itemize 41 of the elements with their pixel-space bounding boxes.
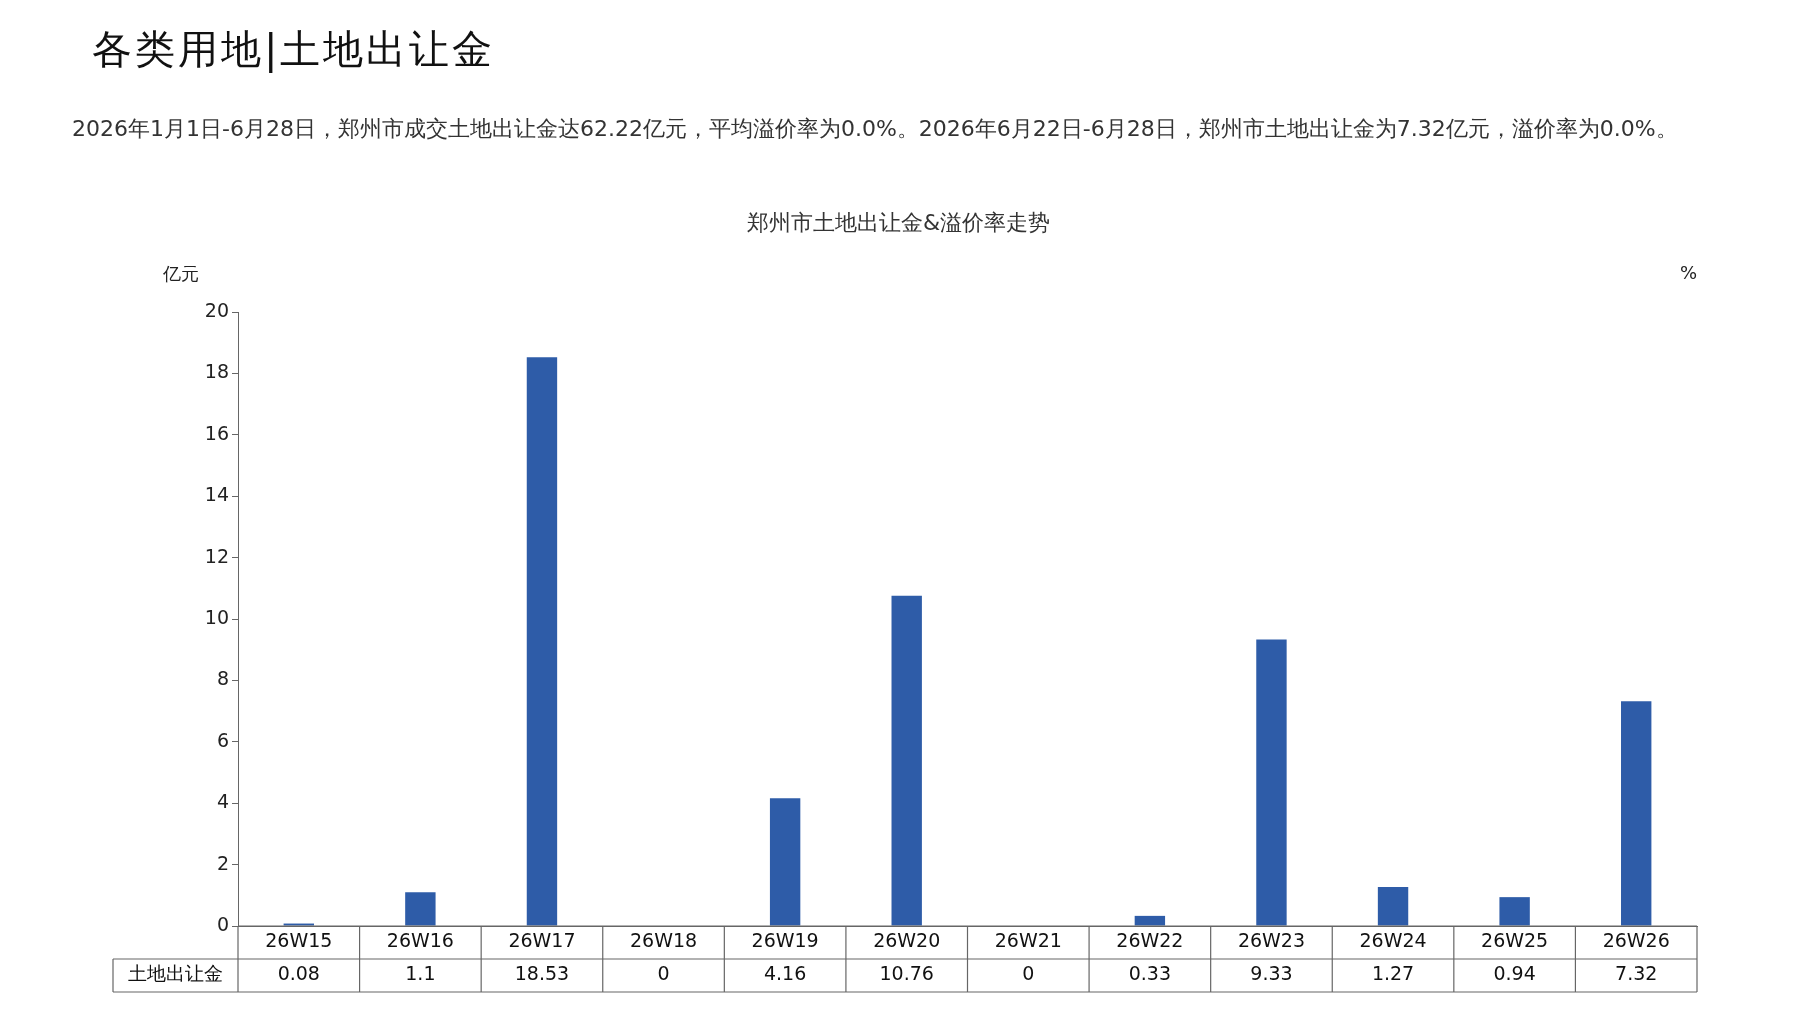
- data-label: 0: [1022, 962, 1035, 985]
- x-tick-label: 26W15: [265, 929, 333, 952]
- x-tick-label: 26W21: [994, 929, 1062, 952]
- chart-title: 各类用地|土地出让金: [92, 25, 496, 75]
- data-label: 1.27: [1371, 962, 1415, 985]
- data-label: 0.33: [1128, 962, 1172, 985]
- text: 土地出让金: [128, 962, 223, 985]
- y-tick-label: 2: [216, 851, 229, 874]
- chart-subtitle: 2026年1月1日-6月28日，郑州市成交土地出让金达62.22亿元，平均溢价率为0.0%。2026年6月22日-6月28日，郑州市土地出让金为7.32亿元，溢价率为0.0%。: [72, 115, 1679, 143]
- x-tick-label: 26W20: [873, 929, 941, 952]
- x-tick-label: 26W16: [386, 929, 454, 952]
- x-tick-label: 26W22: [1116, 929, 1184, 952]
- y-tick-label: 4: [216, 790, 229, 813]
- data-label: 7.32: [1615, 962, 1658, 985]
- data-label: 0: [657, 962, 670, 985]
- data-label: 9.33: [1250, 962, 1293, 985]
- y-tick-label: 0: [216, 912, 229, 935]
- data-label: 10.76: [879, 962, 934, 985]
- y-tick-label: 12: [204, 544, 229, 567]
- x-tick-label: 26W17: [508, 929, 576, 952]
- y-tick-label: 18: [204, 360, 229, 383]
- y-tick-label: 20: [204, 298, 229, 321]
- y-tick-label: 10: [204, 605, 229, 628]
- text: 郑州市土地出让金&溢价率走势: [745, 209, 1052, 237]
- y-tick-label: 16: [204, 421, 229, 444]
- data-label: 0.94: [1493, 962, 1536, 985]
- y-tick-label: 6: [216, 728, 229, 751]
- data-label: 4.16: [763, 962, 807, 985]
- y-axis-title: 亿元: [163, 262, 199, 286]
- x-tick-label: 26W19: [751, 929, 819, 952]
- data-label: 0.08: [277, 962, 320, 985]
- y2-axis-title: %: [1680, 262, 1698, 283]
- x-tick-label: 26W24: [1359, 929, 1427, 952]
- data-label: 18.53: [514, 962, 570, 985]
- x-tick-label: 26W23: [1237, 929, 1306, 952]
- x-tick-label: 26W25: [1481, 929, 1549, 952]
- x-tick-label: 26W18: [629, 929, 698, 952]
- x-tick-label: 26W26: [1602, 929, 1670, 952]
- y-tick-label: 8: [216, 667, 229, 690]
- y-tick-label: 14: [204, 483, 229, 506]
- data-label: 1.1: [405, 962, 436, 985]
